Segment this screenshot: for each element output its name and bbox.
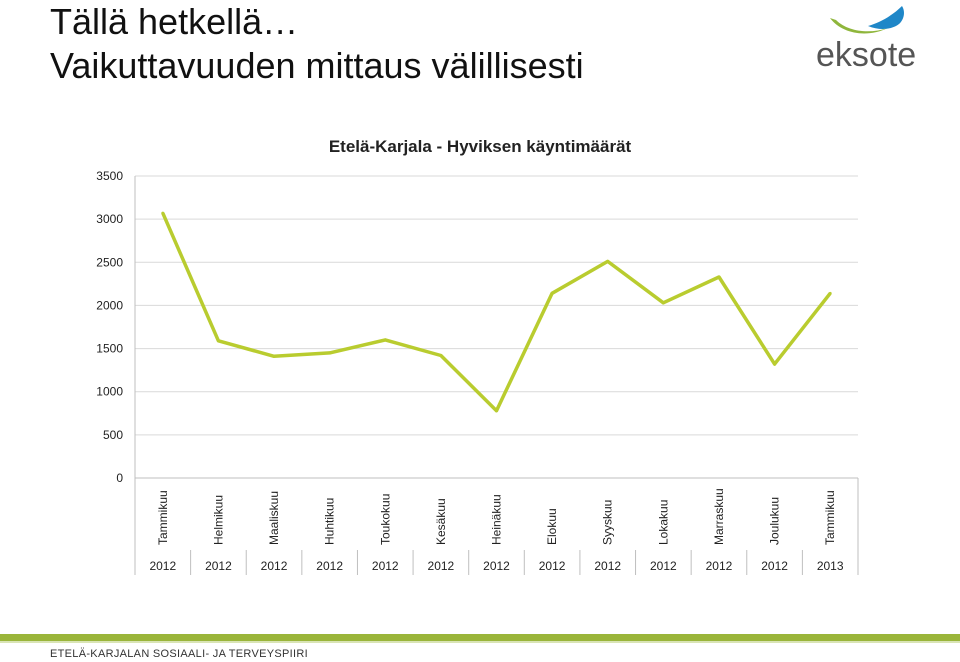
logo-swoosh-icon: [830, 6, 904, 34]
y-tick-label: 2500: [96, 255, 123, 269]
y-tick-label: 0: [116, 471, 123, 485]
x-tick-year-label: 2012: [539, 559, 566, 573]
data-point: [328, 351, 332, 355]
series: [161, 211, 832, 413]
x-tick-year-label: 2012: [594, 559, 621, 573]
data-point: [550, 291, 554, 295]
slide-title-line2: Vaikuttavuuden mittaus välillisesti: [50, 45, 584, 86]
data-point: [495, 409, 498, 413]
x-tick-year-label: 2012: [428, 559, 455, 573]
logo-text: eksote: [816, 36, 917, 74]
eksote-logo: eksote: [812, 4, 932, 76]
x-tick-year-label: 2012: [372, 559, 399, 573]
x-tick-month-label: Maaliskuu: [267, 491, 281, 545]
data-point: [272, 354, 276, 358]
chart-title: Etelä-Karjala - Hyviksen käyntimäärät: [329, 137, 632, 156]
x-tick-month-label: Kesäkuu: [434, 498, 448, 545]
data-point: [161, 211, 165, 215]
data-point: [216, 339, 220, 343]
x-tick-month-label: Huhtikuu: [323, 498, 337, 545]
footer-text: ETELÄ-KARJALAN SOSIAALI- JA TERVEYSPIIRI: [50, 648, 308, 660]
slide-title: Tällä hetkellä… Vaikuttavuuden mittaus v…: [50, 0, 584, 88]
x-tick-year-label: 2012: [316, 559, 343, 573]
x-tick-year-label: 2012: [483, 559, 510, 573]
x-tick-month-label: Toukokuu: [378, 494, 392, 545]
x-tick-month-label: Tammikuu: [823, 490, 837, 545]
data-point: [661, 301, 665, 305]
footer-divider: [0, 641, 960, 643]
data-point: [439, 353, 443, 357]
x-tick-month-label: Helmikuu: [211, 495, 225, 545]
y-tick-label: 1000: [96, 385, 123, 399]
data-point: [606, 259, 610, 263]
y-axis-ticks: 0 500 1000 1500 2000 2500 3000 3500: [96, 169, 123, 485]
x-tick-month-label: Tammikuu: [156, 490, 170, 545]
x-tick-year-label: 2012: [149, 559, 176, 573]
x-tick-year-label: 2012: [706, 559, 733, 573]
y-tick-label: 2000: [96, 298, 123, 312]
x-tick-month-label: Marraskuu: [712, 488, 726, 545]
data-point: [773, 362, 777, 366]
line-chart: Etelä-Karjala - Hyviksen käyntimäärät 0 5…: [96, 137, 859, 575]
x-tick-month-label: Joulukuu: [768, 497, 782, 545]
x-tick-year-label: 2012: [261, 559, 288, 573]
slide-title-line1: Tällä hetkellä…: [50, 1, 299, 42]
data-point: [828, 291, 832, 295]
x-axis-ticks: Tammikuu 2012 Helmikuu 2012 Maaliskuu 2012 Huh…: [149, 488, 844, 575]
grid: [134, 175, 859, 575]
x-tick-month-label: Heinäkuu: [490, 494, 504, 545]
series-line: [161, 212, 832, 413]
x-tick-year-label: 2012: [205, 559, 232, 573]
x-tick-month-label: Syyskuu: [601, 500, 615, 545]
footer-bar: [0, 634, 960, 641]
x-tick-month-label: Elokuu: [545, 508, 559, 545]
data-point: [383, 338, 387, 342]
data-point: [717, 275, 721, 279]
y-tick-label: 500: [103, 428, 123, 442]
y-tick-label: 3500: [96, 169, 123, 183]
y-tick-label: 1500: [96, 342, 123, 356]
x-tick-year-label: 2013: [817, 559, 844, 573]
x-tick-month-label: Lokakuu: [656, 500, 670, 545]
y-tick-label: 3000: [96, 212, 123, 226]
x-tick-year-label: 2012: [650, 559, 677, 573]
x-tick-year-label: 2012: [761, 559, 788, 573]
